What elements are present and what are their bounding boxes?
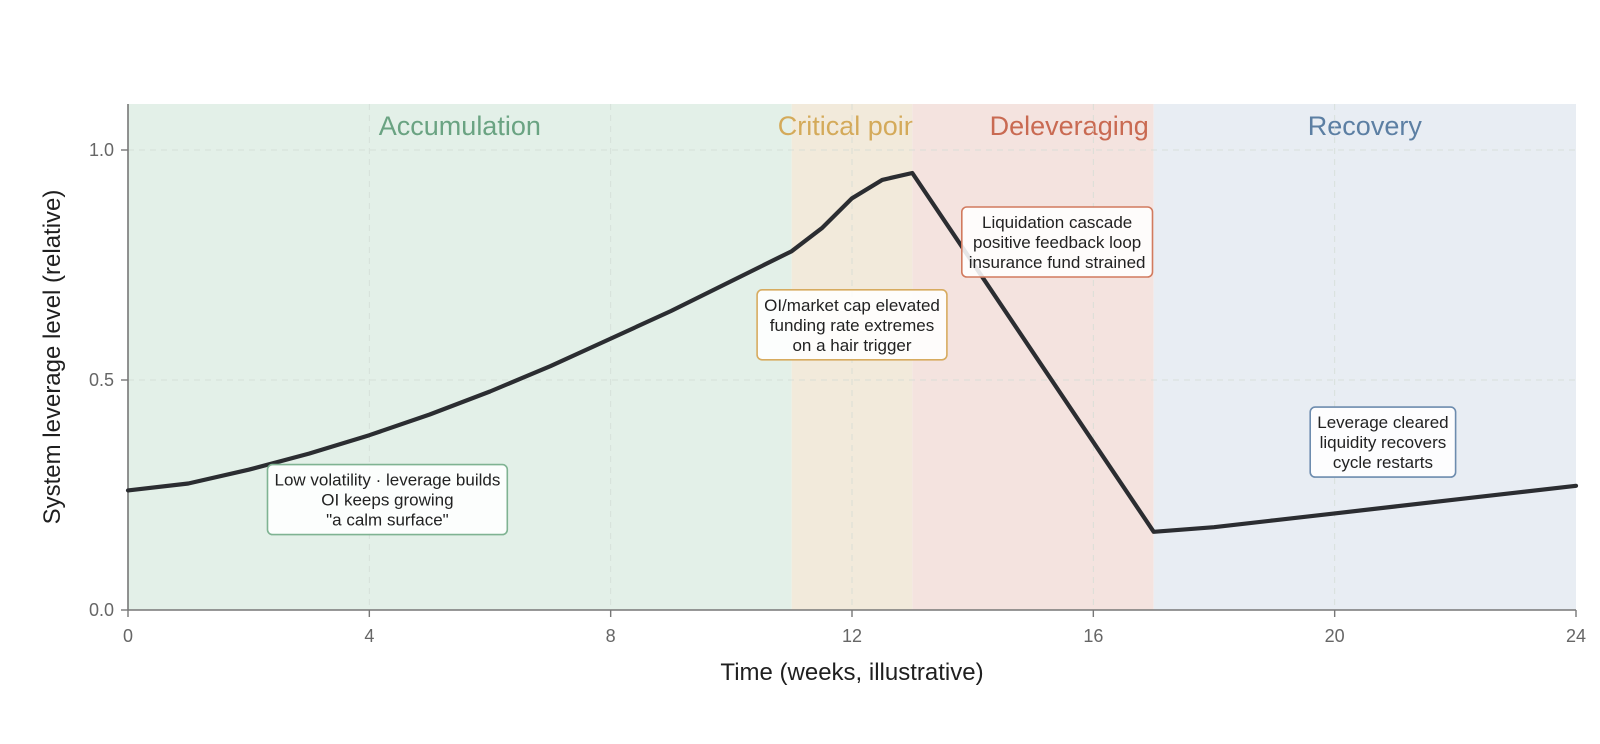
annotation-frame [266, 463, 509, 536]
x-tick-label: 0 [123, 626, 133, 646]
axes: 0 4 8 12 16 20 24 0.0 0.5 1.0 [89, 104, 1586, 646]
annotation-frame [960, 206, 1154, 278]
x-tick-label: 8 [606, 626, 616, 646]
y-tick-label: 0.0 [89, 600, 114, 620]
phase-bands: Accumulation Critical point Deleveraging Re… [128, 104, 1576, 610]
x-tick-label: 4 [364, 626, 374, 646]
annotation-frame [756, 288, 948, 361]
annotation-text-line: Leverage cleared [1317, 413, 1448, 432]
x-tick-label: 20 [1325, 626, 1345, 646]
annotation-text-line: liquidity recovers [1320, 433, 1447, 452]
phase-label-deleveraging: Deleveraging [990, 111, 1149, 141]
annotation-text-line: OI keeps growing [321, 491, 453, 510]
annotation-text-line: Low volatility · leverage builds [275, 471, 501, 490]
y-tick-label: 0.5 [89, 370, 114, 390]
y-axis-title: System leverage level (relative) [39, 190, 66, 525]
x-tick-label: 24 [1566, 626, 1586, 646]
phase-band-deleveraging [912, 104, 1154, 610]
series-line-0 [125, 170, 1579, 534]
annotation-text-line: on a hair trigger [792, 336, 911, 355]
x-tick-label: 12 [842, 626, 862, 646]
annotation-frame [1309, 406, 1457, 478]
x-axis-title: Time (weeks, illustrative) [720, 659, 983, 686]
annotation-text-line: cycle restarts [1333, 453, 1433, 472]
annotation-text-line: funding rate extremes [770, 316, 934, 335]
y-tick-label: 1.0 [89, 140, 114, 160]
annotation-text-line: insurance fund strained [969, 253, 1146, 272]
series-layer [125, 170, 1579, 534]
x-tick-label: 16 [1083, 626, 1103, 646]
phase-label-recovery: Recovery [1308, 111, 1423, 141]
annotation-text-line: positive feedback loop [973, 233, 1141, 252]
phase-band-recovery [1153, 104, 1576, 610]
annotation-text-line: "a calm surface" [326, 511, 449, 530]
annotation-text-line: Liquidation cascade [982, 213, 1132, 232]
annotation-text-line: OI/market cap elevated [764, 296, 940, 315]
phase-label-accumulation: Accumulation [379, 111, 541, 141]
